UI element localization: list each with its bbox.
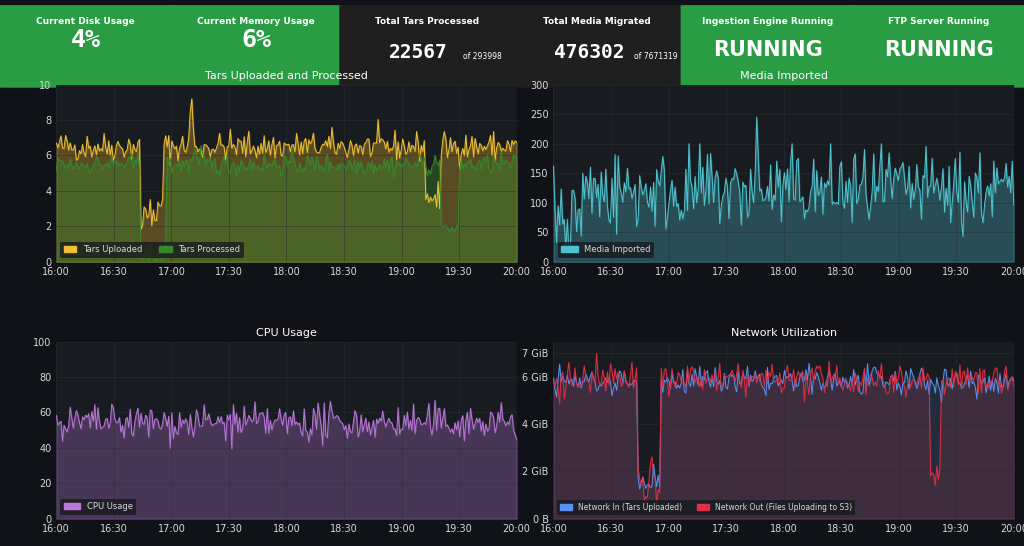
Text: FTP Server Running: FTP Server Running	[888, 17, 989, 26]
Text: 6%: 6%	[241, 28, 271, 52]
FancyBboxPatch shape	[0, 5, 173, 88]
Legend: Network In (Tars Uploaded), Network Out (Files Uploading to S3): Network In (Tars Uploaded), Network Out …	[557, 500, 855, 515]
Title: Network Utilization: Network Utilization	[730, 328, 837, 338]
Legend: Tars Uploaded, Tars Processed: Tars Uploaded, Tars Processed	[60, 242, 244, 258]
FancyBboxPatch shape	[851, 5, 1024, 88]
Text: 4%: 4%	[71, 28, 100, 52]
FancyBboxPatch shape	[510, 5, 685, 88]
Text: 22567: 22567	[389, 44, 447, 62]
Text: RUNNING: RUNNING	[884, 40, 993, 60]
Legend: CPU Usage: CPU Usage	[60, 499, 136, 514]
FancyBboxPatch shape	[681, 5, 855, 88]
Title: Media Imported: Media Imported	[739, 71, 827, 81]
Text: Total Media Migrated: Total Media Migrated	[544, 17, 651, 26]
Title: Tars Uploaded and Processed: Tars Uploaded and Processed	[205, 71, 368, 81]
Text: Ingestion Engine Running: Ingestion Engine Running	[702, 17, 834, 26]
Text: of 7671319: of 7671319	[634, 52, 677, 61]
Text: of 293998: of 293998	[463, 52, 502, 61]
Text: 476302: 476302	[554, 44, 625, 62]
Title: CPU Usage: CPU Usage	[256, 328, 316, 338]
Text: Current Disk Usage: Current Disk Usage	[36, 17, 135, 26]
Legend: Media Imported: Media Imported	[558, 242, 654, 258]
FancyBboxPatch shape	[169, 5, 343, 88]
Text: Total Tars Processed: Total Tars Processed	[375, 17, 479, 26]
Text: Current Memory Usage: Current Memory Usage	[198, 17, 314, 26]
Text: RUNNING: RUNNING	[713, 40, 823, 60]
FancyBboxPatch shape	[339, 5, 514, 88]
